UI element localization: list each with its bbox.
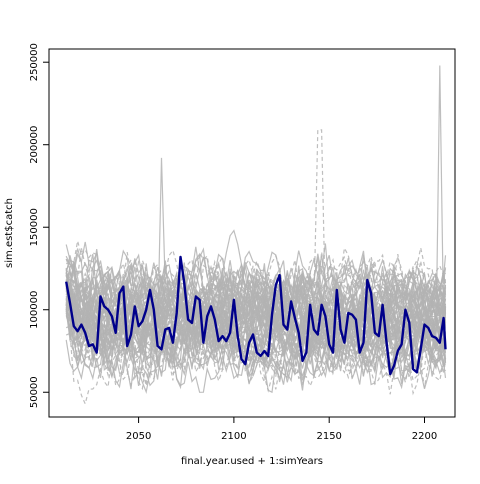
x-axis: 2050 2100 2150 2200	[126, 417, 437, 442]
simulation-line	[65, 307, 447, 406]
y-tick-label: 150000	[29, 208, 40, 246]
simulation-line	[65, 297, 447, 395]
simulation-line	[65, 303, 447, 389]
x-axis-label: final.year.used + 1:simYears	[181, 456, 323, 467]
simulation-line	[65, 306, 447, 390]
simulation-line	[65, 284, 447, 396]
highlighted-series-layer	[65, 255, 447, 376]
simulation-line	[65, 258, 447, 344]
y-axis: 50000 100000 150000 200000 250000	[29, 43, 49, 408]
x-tick-label: 2050	[126, 431, 151, 442]
x-tick-label: 2200	[412, 431, 437, 442]
simulation-line	[66, 285, 447, 377]
y-tick-label: 50000	[29, 376, 40, 408]
simulation-line	[65, 253, 447, 334]
simulation-line	[66, 251, 447, 335]
y-tick-label: 250000	[29, 43, 40, 81]
series-line-highlight	[65, 255, 447, 376]
y-tick-label: 200000	[29, 126, 40, 164]
y-axis-label: sim.est$catch	[4, 198, 15, 268]
x-tick-label: 2100	[221, 431, 246, 442]
simulation-line	[65, 260, 447, 336]
y-tick-label: 100000	[29, 291, 40, 329]
plot-frame	[48, 48, 456, 418]
simulation-line	[65, 268, 447, 360]
x-tick-label: 2150	[316, 431, 341, 442]
